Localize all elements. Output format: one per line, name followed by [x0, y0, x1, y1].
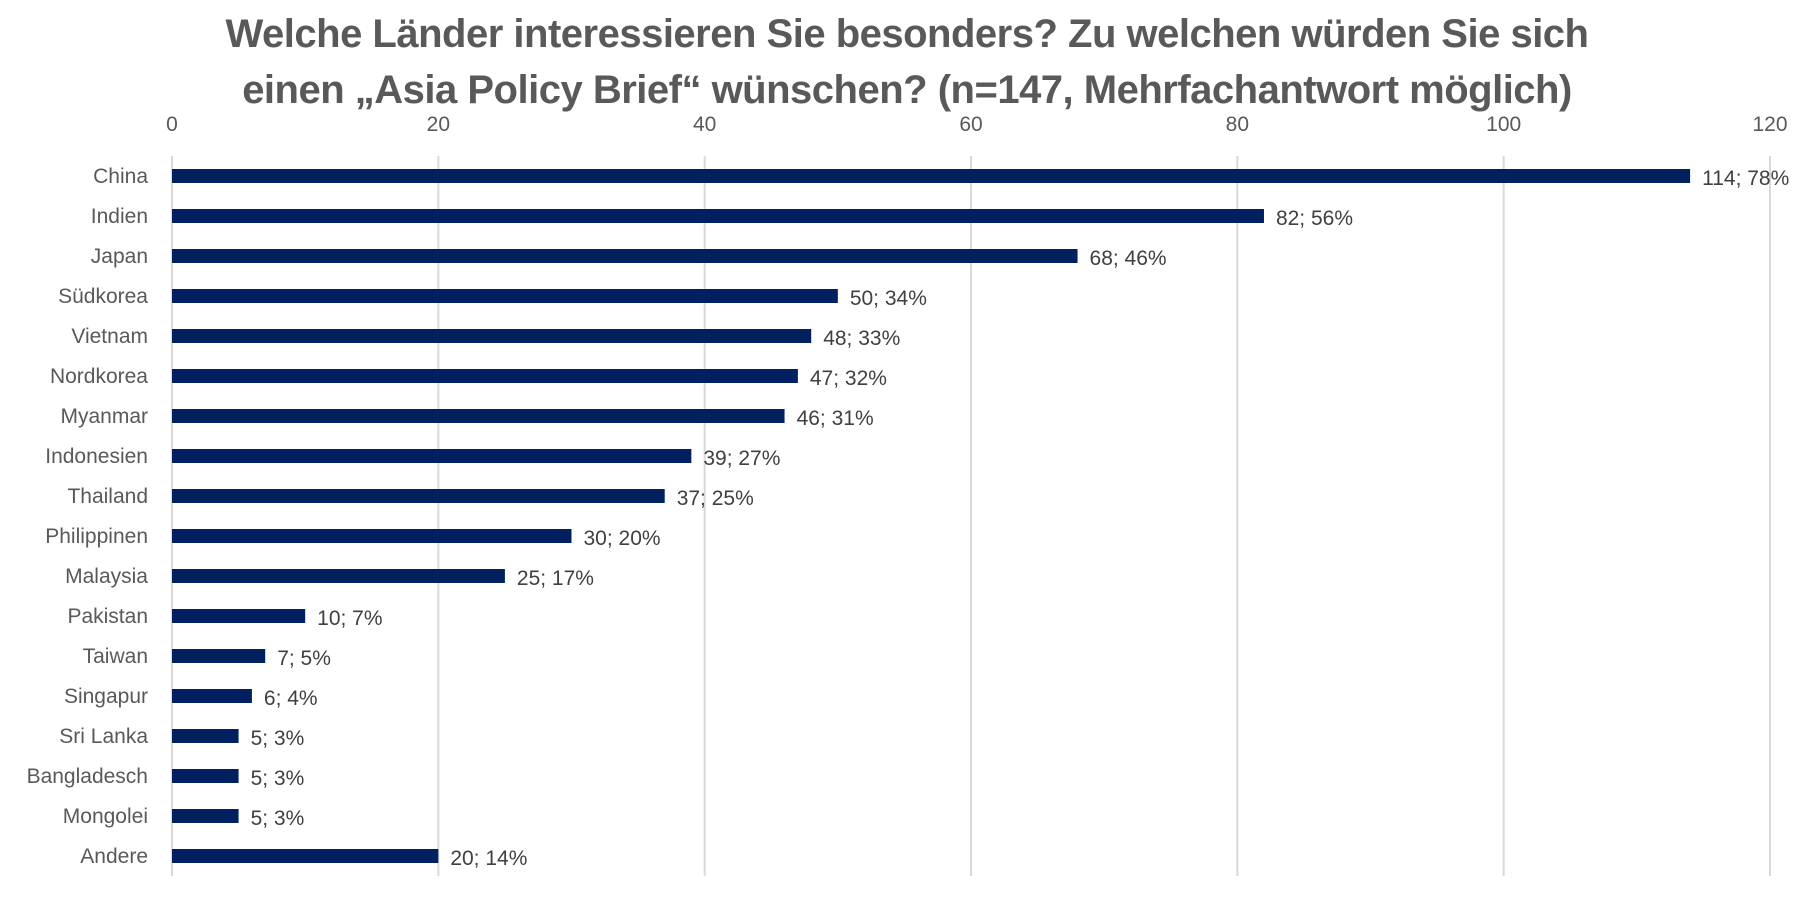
- x-axis-tick-labels: 0 20 40 60 80 100 120: [166, 113, 1787, 136]
- bar-nordkorea: [172, 369, 798, 383]
- data-label: 6; 4%: [264, 687, 318, 710]
- bar-pakistan: [172, 609, 306, 623]
- data-label: 37; 25%: [677, 487, 754, 510]
- category-label: Malaysia: [65, 565, 148, 588]
- chart-title: Welche Länder interessieren Sie besonder…: [0, 6, 1814, 118]
- x-tick-label: 40: [693, 113, 716, 136]
- data-label: 48; 33%: [823, 327, 900, 350]
- category-label: Thailand: [67, 485, 148, 508]
- category-label: Bangladesch: [27, 765, 148, 788]
- category-label: China: [93, 165, 148, 188]
- category-label: Taiwan: [83, 645, 148, 668]
- data-label: 5; 3%: [251, 807, 305, 830]
- data-label: 5; 3%: [251, 727, 305, 750]
- data-label: 47; 32%: [810, 367, 887, 390]
- category-label: Philippinen: [45, 525, 148, 548]
- data-label: 30; 20%: [584, 527, 661, 550]
- bar-bangladesch: [172, 769, 239, 783]
- bars: [172, 169, 1691, 863]
- x-tick-label: 80: [1226, 113, 1249, 136]
- chart-title-line-2: einen „Asia Policy Brief“ wünschen? (n=1…: [242, 68, 1572, 112]
- x-tick-label: 20: [427, 113, 450, 136]
- bar-myanmar: [172, 409, 785, 423]
- bar-andere: [172, 849, 439, 863]
- category-label: Pakistan: [67, 605, 148, 628]
- data-label: 20; 14%: [450, 847, 527, 870]
- bar-indonesien: [172, 449, 692, 463]
- category-labels: China Indien Japan Südkorea Vietnam Nordkorea…: [27, 165, 149, 868]
- gridlines: [171, 156, 1771, 876]
- data-label: 46; 31%: [797, 407, 874, 430]
- chart-title-line-1: Welche Länder interessieren Sie besonder…: [225, 12, 1589, 56]
- bar-indien: [172, 209, 1264, 223]
- bar-taiwan: [172, 649, 266, 663]
- data-label: 25; 17%: [517, 567, 594, 590]
- category-label: Singapur: [64, 685, 148, 708]
- bar-china: [172, 169, 1691, 183]
- category-label: Mongolei: [63, 805, 148, 828]
- bar-sri-lanka: [172, 729, 239, 743]
- bar-philippinen: [172, 529, 572, 543]
- data-label: 50; 34%: [850, 287, 927, 310]
- category-label: Indonesien: [45, 445, 148, 468]
- data-label: 114; 78%: [1702, 167, 1789, 190]
- category-label: Japan: [91, 245, 148, 268]
- bar-südkorea: [172, 289, 838, 303]
- x-tick-label: 100: [1486, 113, 1521, 136]
- category-label: Südkorea: [58, 285, 148, 308]
- x-tick-label: 60: [959, 113, 982, 136]
- data-label: 68; 46%: [1090, 247, 1167, 270]
- data-label: 82; 56%: [1276, 207, 1353, 230]
- data-label: 10; 7%: [317, 607, 382, 630]
- category-label: Sri Lanka: [59, 725, 148, 748]
- bar-malaysia: [172, 569, 505, 583]
- bar-japan: [172, 249, 1078, 263]
- bar-thailand: [172, 489, 665, 503]
- bar-vietnam: [172, 329, 812, 343]
- category-label: Indien: [91, 205, 148, 228]
- bar-mongolei: [172, 809, 239, 823]
- x-tick-label: 120: [1752, 113, 1787, 136]
- category-label: Vietnam: [71, 325, 148, 348]
- category-label: Andere: [80, 845, 148, 868]
- data-label: 7; 5%: [277, 647, 331, 670]
- data-label: 39; 27%: [703, 447, 780, 470]
- data-labels: 114; 78% 82; 56% 68; 46% 50; 34% 48; 33% 47; …: [251, 167, 1790, 870]
- category-label: Nordkorea: [50, 365, 148, 388]
- data-label: 5; 3%: [251, 767, 305, 790]
- bar-singapur: [172, 689, 252, 703]
- x-tick-label: 0: [166, 113, 178, 136]
- category-label: Myanmar: [60, 405, 148, 428]
